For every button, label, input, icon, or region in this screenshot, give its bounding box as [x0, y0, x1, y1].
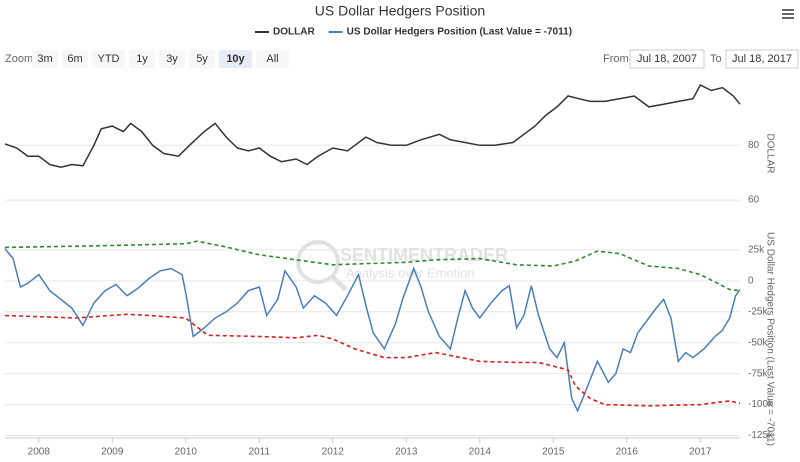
x-tick-label: 2016	[616, 447, 639, 458]
y-tick-label: 0	[748, 275, 754, 286]
data-line	[4, 84, 741, 168]
y-tick-label: 25k	[748, 245, 765, 256]
to-input[interactable]	[725, 49, 799, 69]
y-tick-label: -25k	[748, 306, 768, 317]
zoom-button-label: 6m	[67, 53, 82, 65]
x-tick-label: 2014	[469, 447, 492, 458]
from-value: Jul 18, 2007	[637, 53, 697, 65]
x-tick-label: 2013	[395, 447, 418, 458]
zoom-button[interactable]	[189, 50, 215, 68]
zoom-button-label: 5y	[196, 53, 208, 65]
x-tick-label: 2011	[249, 447, 271, 458]
watermark-subtitle: Analysis over Emotion	[346, 265, 475, 280]
y-tick-label: -100k	[748, 399, 774, 410]
y-tick-label: -125k	[748, 430, 774, 441]
y-tick-label: 60	[748, 195, 760, 206]
watermark-title: SENTIMENTRADER	[340, 245, 508, 265]
zoom-button-label: All	[266, 53, 278, 65]
x-tick-label: 2008	[28, 447, 51, 458]
x-tick-label: 2017	[689, 447, 712, 458]
y-tick-label: -50k	[748, 337, 768, 348]
zoom-button-label: 10y	[226, 53, 245, 65]
y-axis-title: US Dollar Hedgers Position (Last Value =…	[764, 232, 775, 446]
zoom-button[interactable]	[129, 50, 155, 68]
x-tick-label: 2009	[101, 447, 124, 458]
zoom-button[interactable]	[219, 50, 252, 68]
y-tick-label: 80	[748, 140, 760, 151]
legend-label[interactable]: DOLLAR	[273, 27, 315, 38]
y-tick-label: -75k	[748, 368, 768, 379]
zoom-label: Zoom	[5, 53, 33, 65]
from-input[interactable]	[629, 49, 705, 69]
x-tick-label: 2015	[542, 447, 565, 458]
from-label: From	[603, 53, 629, 65]
zoom-button-label: YTD	[98, 53, 120, 65]
zoom-button-label: 3y	[166, 53, 178, 65]
zoom-button[interactable]	[92, 50, 125, 68]
data-line	[4, 248, 741, 413]
zoom-button-label: 3m	[37, 53, 52, 65]
zoom-button[interactable]	[159, 50, 185, 68]
x-tick-label: 2010	[175, 447, 198, 458]
watermark: SENTIMENTRADER Analysis over Emotion	[296, 240, 508, 292]
y-axis-title: DOLLAR	[764, 133, 775, 173]
to-label: To	[710, 53, 722, 65]
zoom-button[interactable]	[256, 50, 289, 68]
zoom-button[interactable]	[62, 50, 88, 68]
menu-button[interactable]	[780, 6, 796, 22]
zoom-button-label: 1y	[136, 53, 148, 65]
legend-label[interactable]: US Dollar Hedgers Position (Last Value =…	[347, 27, 572, 38]
data-line	[4, 313, 741, 407]
chart-title: US Dollar Hedgers Position	[315, 3, 485, 19]
zoom-button[interactable]	[32, 50, 58, 68]
x-tick-label: 2012	[322, 447, 345, 458]
to-value: Jul 18, 2017	[732, 53, 792, 65]
